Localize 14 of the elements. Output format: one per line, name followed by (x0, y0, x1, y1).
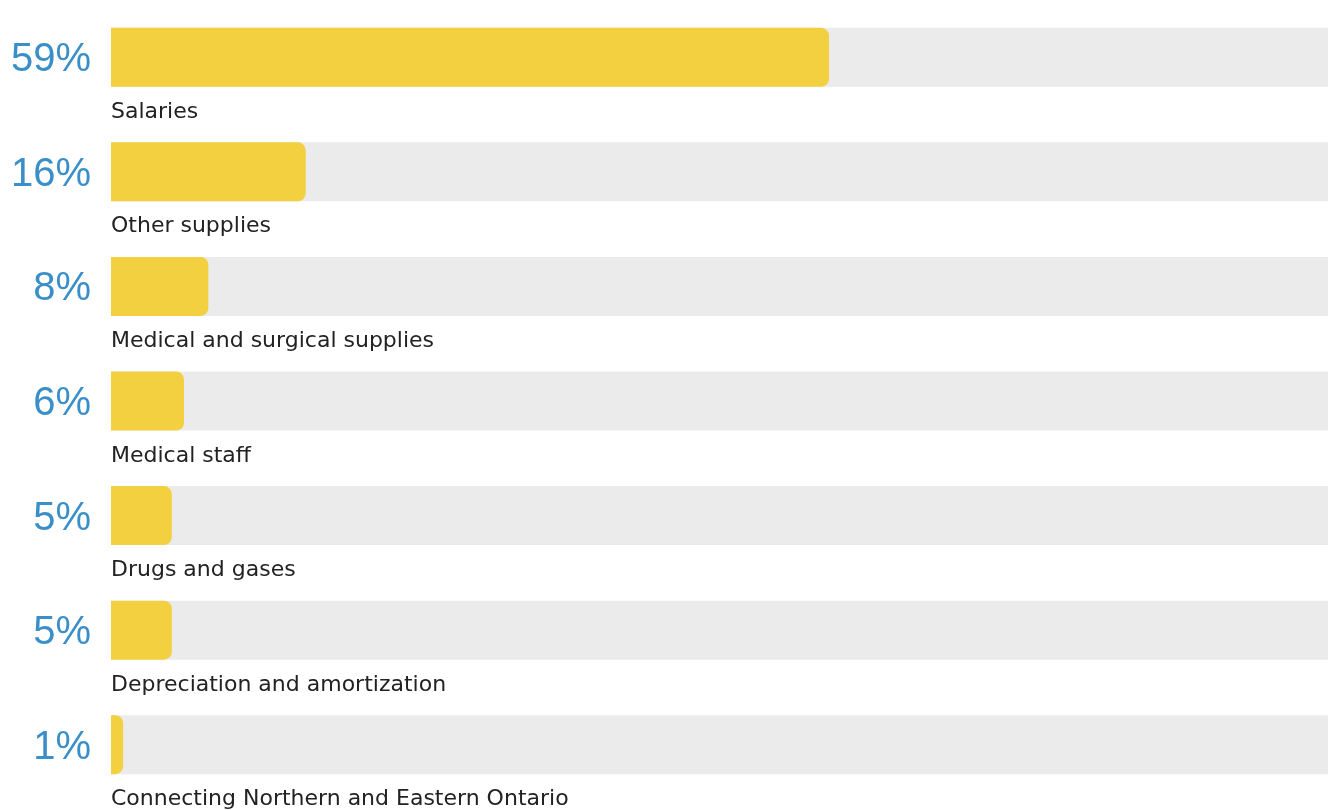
data-label: 6% (33, 379, 91, 423)
y-tick-label: Other supplies (111, 212, 272, 238)
y-tick-label: Depreciation and amortization (111, 670, 447, 696)
y-tick-label: Medical staff (111, 441, 252, 467)
y-tick-label: Drugs and gases (111, 556, 296, 582)
data-label: 5% (33, 608, 91, 653)
y-tick-label: Salaries (111, 97, 199, 123)
data-label: 16% (10, 149, 91, 194)
data-label: 5% (33, 493, 91, 538)
y-tick-label: Connecting Northern and Eastern Ontario (111, 785, 569, 810)
data-label: 1% (33, 722, 91, 767)
y-tick-label: Medical and surgical supplies (111, 326, 435, 352)
data-label: 59% (10, 35, 91, 80)
data-label: 8% (33, 264, 91, 309)
